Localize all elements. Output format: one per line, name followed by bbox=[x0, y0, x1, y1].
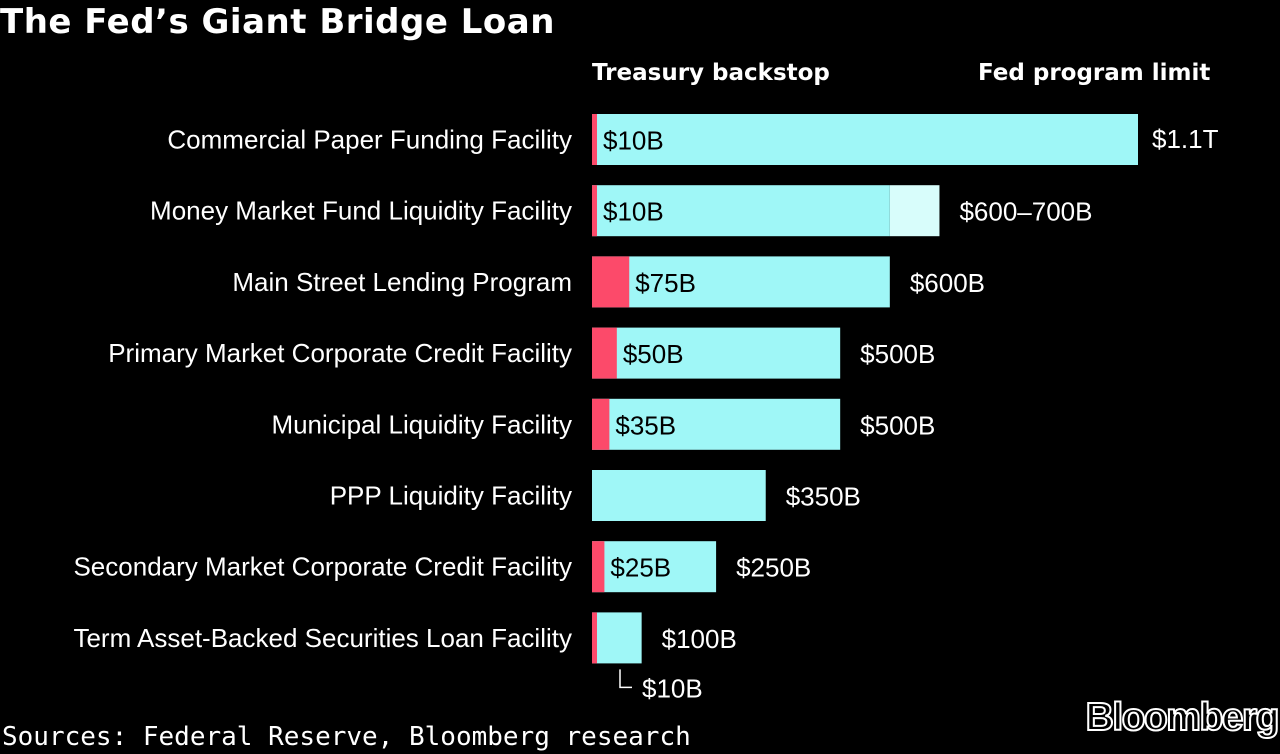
treasury-backstop-bar bbox=[592, 114, 597, 165]
category-label: PPP Liquidity Facility bbox=[330, 481, 572, 511]
category-label: Commercial Paper Funding Facility bbox=[167, 125, 572, 155]
fed-limit-bar bbox=[592, 327, 841, 379]
treasury-value-label: $10B bbox=[642, 673, 703, 703]
fed-limit-bar bbox=[592, 185, 890, 237]
treasury-backstop-bar bbox=[592, 612, 597, 664]
treasury-backstop-bar bbox=[592, 541, 605, 593]
category-label: Main Street Lending Program bbox=[232, 267, 572, 297]
treasury-backstop-bar bbox=[592, 256, 630, 308]
limit-value-label: $1.1T bbox=[1152, 124, 1219, 154]
treasury-value-label: $35B bbox=[615, 410, 676, 440]
limit-value-label: $500B bbox=[860, 339, 935, 369]
treasury-backstop-header: Treasury backstop bbox=[592, 60, 830, 86]
fed-limit-bar bbox=[592, 470, 766, 521]
treasury-value-label: $10B bbox=[603, 126, 664, 156]
bloomberg-logo: Bloomberg bbox=[1085, 695, 1280, 740]
treasury-value-label: $10B bbox=[603, 197, 664, 227]
chart-title: The Fed’s Giant Bridge Loan bbox=[0, 2, 555, 42]
treasury-value-label: $75B bbox=[635, 268, 696, 298]
category-label: Secondary Market Corporate Credit Facili… bbox=[73, 552, 572, 582]
limit-value-label: $600B bbox=[910, 268, 985, 298]
category-label: Term Asset-Backed Securities Loan Facili… bbox=[73, 623, 572, 653]
treasury-value-label: $50B bbox=[623, 339, 684, 369]
fed-limit-bar bbox=[592, 612, 642, 664]
treasury-backstop-bar bbox=[592, 185, 597, 237]
treasury-backstop-bar bbox=[592, 398, 610, 450]
limit-value-label: $100B bbox=[662, 624, 737, 654]
category-label: Primary Market Corporate Credit Facility bbox=[108, 338, 572, 368]
fed-limit-bar bbox=[592, 114, 1138, 165]
category-label: Municipal Liquidity Facility bbox=[271, 409, 572, 439]
fed-program-limit-header: Fed program limit bbox=[978, 60, 1211, 86]
callout-line bbox=[619, 669, 632, 689]
fed-limit-bar bbox=[592, 398, 841, 450]
limit-value-label: $350B bbox=[786, 482, 861, 512]
chart-source: Sources: Federal Reserve, Bloomberg rese… bbox=[2, 722, 691, 752]
fed-limit-bar bbox=[592, 541, 717, 593]
limit-range-bar bbox=[889, 185, 940, 237]
limit-value-label: $600–700B bbox=[959, 197, 1092, 227]
category-label: Money Market Fund Liquidity Facility bbox=[150, 196, 572, 226]
treasury-backstop-bar bbox=[592, 327, 617, 379]
limit-value-label: $250B bbox=[736, 553, 811, 583]
fed-limit-bar bbox=[592, 256, 890, 308]
bar-chart: Commercial Paper Funding Facility $1.1T $1… bbox=[73, 114, 1219, 703]
limit-value-label: $500B bbox=[860, 410, 935, 440]
treasury-value-label: $25B bbox=[610, 553, 671, 583]
